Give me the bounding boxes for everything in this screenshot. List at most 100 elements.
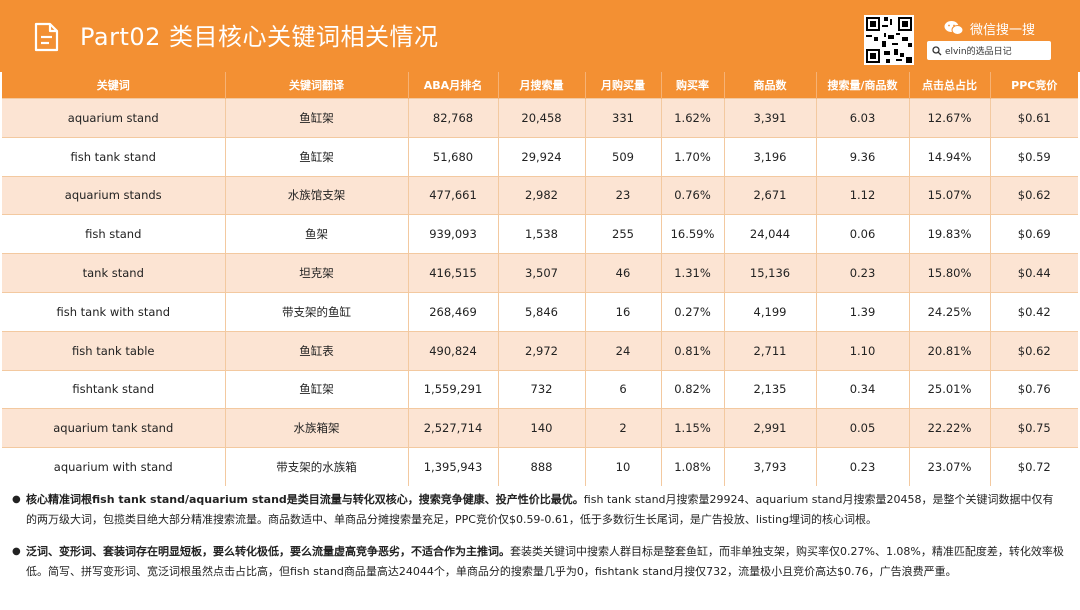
click-share-cell: 23.07% (908, 447, 990, 486)
ppc-bid-cell: $0.59 (989, 136, 1078, 177)
product-count-cell: 3,793 (723, 447, 816, 486)
column-header: 月搜索量 (497, 72, 585, 99)
search-per-product-cell: 0.23 (815, 447, 909, 486)
table-row: tank stand 坦克架 416,515 3,507 46 1.31% 15,136 0.… (2, 253, 1078, 293)
search-per-product-cell: 1.10 (815, 330, 909, 371)
monthly-purchase-cell: 2 (584, 408, 661, 448)
keyword-table: 关键词 关键词翻译 ABA月排名 月搜索量 月购买量 购买率 商品数 搜索量/商… (2, 72, 1078, 486)
keyword-cell: fish tank with stand (2, 291, 225, 332)
purchase-rate-cell: 1.08% (660, 447, 724, 486)
purchase-rate-cell: 0.76% (660, 175, 724, 215)
product-count-cell: 3,391 (723, 98, 816, 138)
monthly-search-cell: 29,924 (497, 136, 585, 177)
keyword-cell: tank stand (2, 253, 225, 293)
monthly-search-cell: 3,507 (497, 253, 585, 293)
search-per-product-cell: 6.03 (815, 98, 909, 138)
click-share-cell: 25.01% (908, 369, 990, 409)
qr-code[interactable] (864, 15, 914, 65)
purchase-rate-cell: 1.15% (660, 408, 724, 448)
search-input[interactable]: elvin的选品日记 (927, 41, 1051, 60)
click-share-cell: 15.80% (908, 253, 990, 293)
keyword-cell: fish stand (2, 214, 225, 254)
translation-cell: 鱼缸架 (224, 98, 408, 138)
search-per-product-cell: 0.34 (815, 369, 909, 409)
monthly-search-cell: 1,538 (497, 214, 585, 254)
analysis-notes: ● 核心精准词根fish tank stand/aquarium stand是类… (12, 490, 1064, 582)
aba-rank-cell: 2,527,714 (407, 408, 498, 448)
search-per-product-cell: 0.23 (815, 253, 909, 293)
monthly-purchase-cell: 16 (584, 291, 661, 332)
column-header: ABA月排名 (407, 72, 498, 99)
monthly-purchase-cell: 24 (584, 330, 661, 371)
monthly-search-cell: 20,458 (497, 98, 585, 138)
column-header: 购买率 (660, 72, 724, 99)
note-headline: 泛词、变形词、套装词存在明显短板，要么转化极低，要么流量虚高竞争恶劣，不适合作为… (26, 545, 510, 558)
purchase-rate-cell: 0.27% (660, 291, 724, 332)
table-row: fish stand 鱼架 939,093 1,538 255 16.59% 24,044 0… (2, 214, 1078, 254)
ppc-bid-cell: $0.75 (989, 408, 1078, 448)
translation-cell: 带支架的鱼缸 (224, 291, 408, 332)
monthly-purchase-cell: 255 (584, 214, 661, 254)
monthly-search-cell: 2,982 (497, 175, 585, 215)
translation-cell: 带支架的水族箱 (224, 447, 408, 486)
translation-cell: 水族箱架 (224, 408, 408, 448)
search-per-product-cell: 0.05 (815, 408, 909, 448)
column-header: 点击总占比 (908, 72, 990, 99)
monthly-search-cell: 140 (497, 408, 585, 448)
table-row: aquarium stand 鱼缸架 82,768 20,458 331 1.62% 3,3… (2, 98, 1078, 138)
click-share-cell: 14.94% (908, 136, 990, 177)
ppc-bid-cell: $0.76 (989, 369, 1078, 409)
product-count-cell: 2,671 (723, 175, 816, 215)
monthly-purchase-cell: 10 (584, 447, 661, 486)
translation-cell: 坦克架 (224, 253, 408, 293)
product-count-cell: 24,044 (723, 214, 816, 254)
translation-cell: 鱼架 (224, 214, 408, 254)
note-body: fish tank stand月搜索量29924、aquarium stand月… (26, 493, 1054, 526)
click-share-cell: 20.81% (908, 330, 990, 371)
translation-cell: 鱼缸架 (224, 136, 408, 177)
wechat-icon (944, 21, 964, 35)
purchase-rate-cell: 1.31% (660, 253, 724, 293)
ppc-bid-cell: $0.44 (989, 253, 1078, 293)
aba-rank-cell: 939,093 (407, 214, 498, 254)
aba-rank-cell: 82,768 (407, 98, 498, 138)
ppc-bid-cell: $0.61 (989, 98, 1078, 138)
monthly-search-cell: 732 (497, 369, 585, 409)
aba-rank-cell: 268,469 (407, 291, 498, 332)
keyword-cell: fish tank table (2, 330, 225, 371)
note-body: 套装类关键词中搜索人群目标是整套鱼缸，而非单独支架，购买率仅0.27%、1.08… (26, 545, 1064, 578)
ppc-bid-cell: $0.62 (989, 330, 1078, 371)
monthly-purchase-cell: 331 (584, 98, 661, 138)
keyword-cell: aquarium tank stand (2, 408, 225, 448)
purchase-rate-cell: 0.82% (660, 369, 724, 409)
product-count-cell: 2,991 (723, 408, 816, 448)
translation-cell: 鱼缸表 (224, 330, 408, 371)
click-share-cell: 22.22% (908, 408, 990, 448)
ppc-bid-cell: $0.69 (989, 214, 1078, 254)
purchase-rate-cell: 0.81% (660, 330, 724, 371)
search-per-product-cell: 9.36 (815, 136, 909, 177)
search-per-product-cell: 1.12 (815, 175, 909, 215)
document-icon (34, 22, 59, 52)
table-row: fishtank stand 鱼缸架 1,559,291 732 6 0.82% 2,135… (2, 369, 1078, 409)
header-banner: Part02 类目核心关键词相关情况 微信搜一搜 elvin的选品日记 (0, 0, 1080, 72)
note-item: ● 泛词、变形词、套装词存在明显短板，要么转化极低，要么流量虚高竞争恶劣，不适合… (12, 542, 1064, 582)
click-share-cell: 24.25% (908, 291, 990, 332)
keyword-cell: aquarium stands (2, 175, 225, 215)
search-query: elvin的选品日记 (945, 47, 1012, 57)
monthly-purchase-cell: 509 (584, 136, 661, 177)
note-item: ● 核心精准词根fish tank stand/aquarium stand是类… (12, 490, 1064, 530)
search-per-product-cell: 1.39 (815, 291, 909, 332)
table-row: aquarium tank stand 水族箱架 2,527,714 140 2 1.15… (2, 408, 1078, 448)
monthly-purchase-cell: 23 (584, 175, 661, 215)
aba-rank-cell: 1,395,943 (407, 447, 498, 486)
column-header: 月购买量 (584, 72, 661, 99)
keyword-cell: aquarium stand (2, 98, 225, 138)
click-share-cell: 19.83% (908, 214, 990, 254)
ppc-bid-cell: $0.42 (989, 291, 1078, 332)
aba-rank-cell: 416,515 (407, 253, 498, 293)
translation-cell: 鱼缸架 (224, 369, 408, 409)
ppc-bid-cell: $0.72 (989, 447, 1078, 486)
translation-cell: 水族馆支架 (224, 175, 408, 215)
wechat-search-label: 微信搜一搜 (944, 18, 1035, 38)
